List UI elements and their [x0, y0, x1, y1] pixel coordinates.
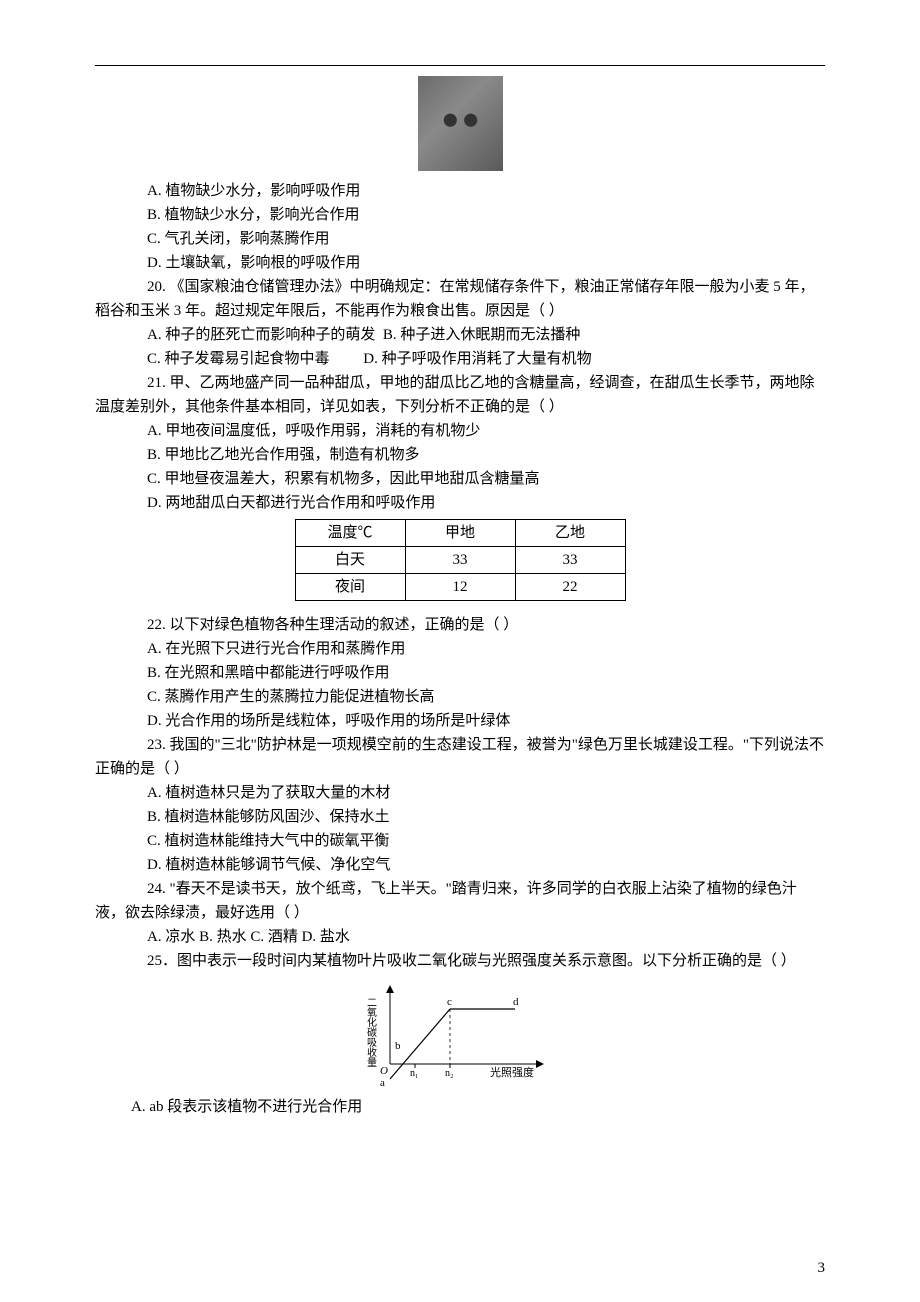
q21-option-a: A. 甲地夜间温度低，呼吸作用弱，消耗的有机物少: [147, 419, 825, 443]
q21-table-wrap: 温度℃ 甲地 乙地 白天 33 33 夜间 12 22: [95, 519, 825, 601]
q22-option-c: C. 蒸腾作用产生的蒸腾拉力能促进植物长高: [147, 685, 825, 709]
page-number: 3: [818, 1256, 826, 1280]
q19-option-b: B. 植物缺少水分，影响光合作用: [147, 203, 825, 227]
q20-option-c: C. 种子发霉易引起食物中毒: [147, 351, 330, 367]
label-a: a: [380, 1077, 385, 1089]
cell-day-jia: 33: [405, 547, 515, 574]
th-yi: 乙地: [515, 520, 625, 547]
spacer: [95, 605, 825, 613]
q20-option-d: D. 种子呼吸作用消耗了大量有机物: [363, 351, 591, 367]
q22-option-d: D. 光合作用的场所是线粒体，呼吸作用的场所是叶绿体: [147, 709, 825, 733]
q22-option-a: A. 在光照下只进行光合作用和蒸腾作用: [147, 637, 825, 661]
label-d: d: [513, 996, 519, 1008]
q19-photo: [418, 76, 503, 171]
q19-option-c: C. 气孔关闭，影响蒸腾作用: [147, 227, 825, 251]
chart-xlabel: 光照强度: [490, 1065, 534, 1079]
q23-option-a: A. 植树造林只是为了获取大量的木材: [147, 781, 825, 805]
q23-option-b: B. 植树造林能够防风固沙、保持水土: [147, 805, 825, 829]
table-row-day: 白天 33 33: [295, 547, 625, 574]
q22-stem: 22. 以下对绿色植物各种生理活动的叙述，正确的是（ ）: [147, 613, 825, 637]
q19-option-a: A. 植物缺少水分，影响呼吸作用: [147, 179, 825, 203]
q22-option-b: B. 在光照和黑暗中都能进行呼吸作用: [147, 661, 825, 685]
q21-table: 温度℃ 甲地 乙地 白天 33 33 夜间 12 22: [295, 519, 626, 601]
cell-day: 白天: [295, 547, 405, 574]
q21-option-c: C. 甲地昼夜温差大，积累有机物多，因此甲地甜瓜含糖量高: [147, 467, 825, 491]
label-O: O: [380, 1065, 388, 1077]
q20-row2: C. 种子发霉易引起食物中毒 D. 种子呼吸作用消耗了大量有机物: [147, 347, 825, 371]
q25-option-a: A. ab 段表示该植物不进行光合作用: [131, 1095, 825, 1119]
q23-option-c: C. 植树造林能维持大气中的碳氧平衡: [147, 829, 825, 853]
q24-stem: 24. "春天不是读书天，放个纸鸢，飞上半天。"踏青归来，许多同学的白衣服上沾染…: [95, 877, 825, 925]
q20-option-b: B. 种子进入休眠期而无法播种: [383, 327, 581, 343]
label-n1: n₁: [410, 1068, 419, 1079]
th-temp: 温度℃: [295, 520, 405, 547]
chart-ylabel: 二氧化碳吸收量: [365, 997, 377, 1067]
q20-option-a: A. 种子的胚死亡而影响种子的萌发: [147, 327, 375, 343]
y-arrow: [386, 985, 394, 993]
q23-option-d: D. 植树造林能够调节气候、净化空气: [147, 853, 825, 877]
q21-option-d: D. 两地甜瓜白天都进行光合作用和呼吸作用: [147, 491, 825, 515]
cell-night-jia: 12: [405, 574, 515, 601]
q20-stem: 20. 《国家粮油仓储管理办法》中明确规定：在常规储存条件下，粮油正常储存年限一…: [95, 275, 825, 323]
table-row-night: 夜间 12 22: [295, 574, 625, 601]
label-c: c: [447, 996, 452, 1008]
cell-day-yi: 33: [515, 547, 625, 574]
label-n2: n₂: [445, 1068, 454, 1079]
q24-options: A. 凉水 B. 热水 C. 酒精 D. 盐水: [147, 925, 825, 949]
q23-stem: 23. 我国的"三北"防护林是一项规模空前的生态建设工程，被誉为"绿色万里长城建…: [95, 733, 825, 781]
q19-option-d: D. 土壤缺氧，影响根的呼吸作用: [147, 251, 825, 275]
x-arrow: [536, 1060, 544, 1068]
cell-night: 夜间: [295, 574, 405, 601]
table-header-row: 温度℃ 甲地 乙地: [295, 520, 625, 547]
q25-stem: 25．图中表示一段时间内某植物叶片吸收二氧化碳与光照强度关系示意图。以下分析正确…: [95, 949, 825, 973]
th-jia: 甲地: [405, 520, 515, 547]
q25-chart: 二氧化碳吸收量 O a b c d n₁ n₂ 光照强度: [350, 979, 570, 1089]
cell-night-yi: 22: [515, 574, 625, 601]
q21-option-b: B. 甲地比乙地光合作用强，制造有机物多: [147, 443, 825, 467]
top-divider: [95, 65, 825, 66]
q25-chart-wrap: 二氧化碳吸收量 O a b c d n₁ n₂ 光照强度: [95, 979, 825, 1089]
label-b: b: [395, 1040, 401, 1052]
q21-stem: 21. 甲、乙两地盛产同一品种甜瓜，甲地的甜瓜比乙地的含糖量高，经调查，在甜瓜生…: [95, 371, 825, 419]
q20-row1: A. 种子的胚死亡而影响种子的萌发 B. 种子进入休眠期而无法播种: [147, 323, 825, 347]
